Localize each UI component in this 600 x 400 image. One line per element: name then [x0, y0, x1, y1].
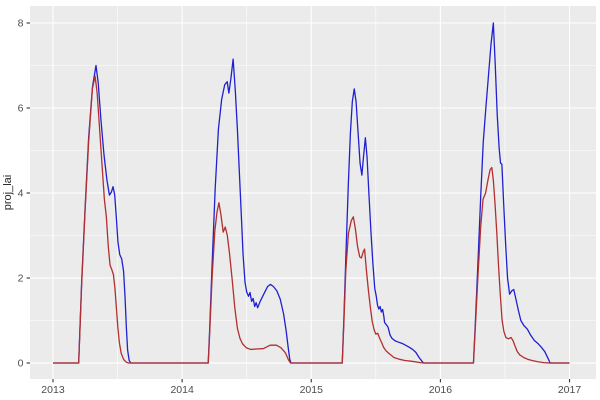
x-tick-label: 2015: [300, 384, 324, 396]
data-series: [52, 22, 570, 364]
x-tick-label: 2016: [429, 384, 453, 396]
y-tick-label: 6: [18, 103, 24, 115]
y-axis-labels: 0 2 4 6 8: [18, 18, 24, 370]
y-tick-label: 8: [18, 18, 24, 30]
y-tick-label: 0: [18, 358, 24, 370]
x-tick-label: 2014: [170, 384, 194, 396]
axis-tick-marks: [26, 22, 571, 383]
x-tick-label: 2017: [558, 384, 582, 396]
y-axis-title: proj_lai: [2, 175, 14, 210]
x-tick-label: 2013: [41, 384, 65, 396]
y-tick-label: 2: [18, 273, 24, 285]
series-line-projected-lai-red: [52, 75, 570, 364]
y-tick-label: 4: [18, 188, 24, 200]
x-axis-labels: 2013 2014 2015 2016 2017: [41, 384, 581, 396]
series-line-projected-lai-blue: [52, 22, 570, 364]
